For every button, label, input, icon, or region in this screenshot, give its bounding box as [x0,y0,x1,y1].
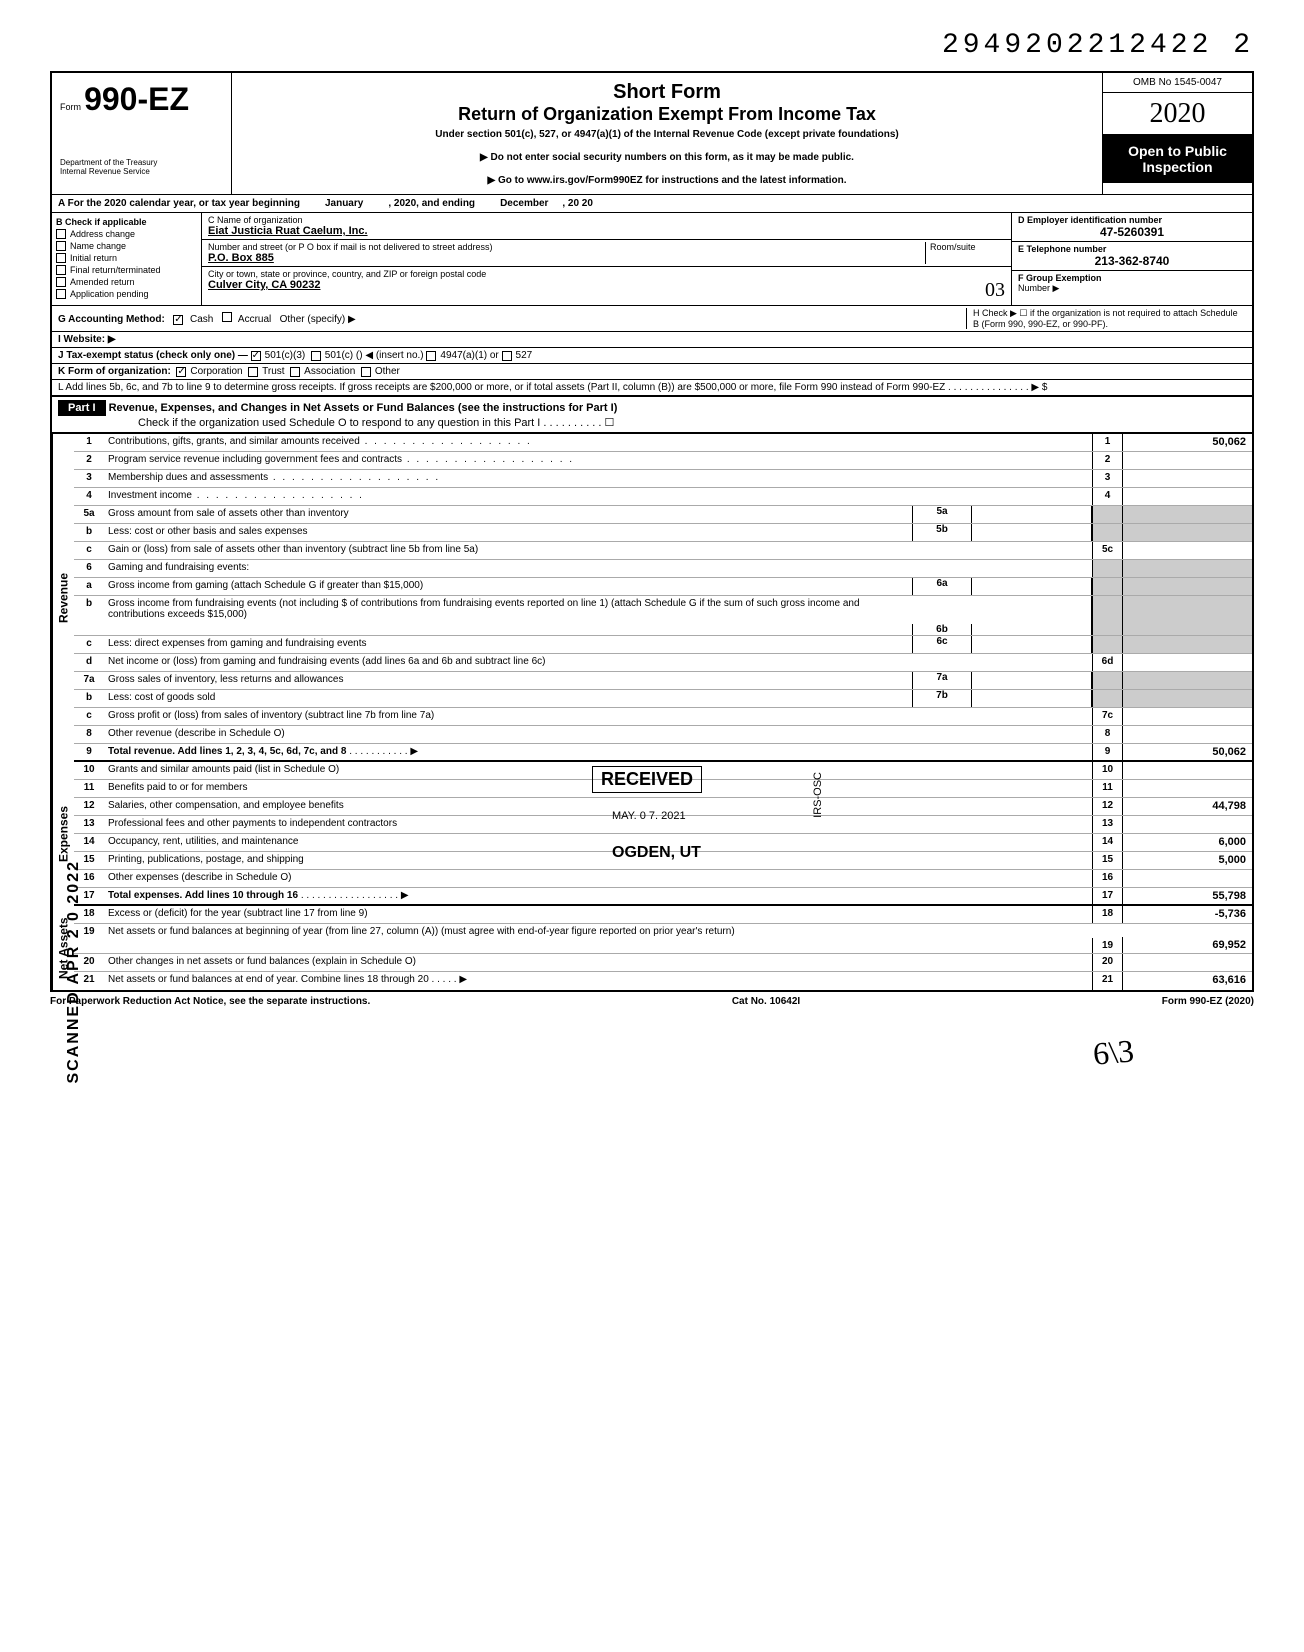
checkbox-corp[interactable] [176,367,186,377]
phone-label: E Telephone number [1018,244,1246,254]
checkbox-501c[interactable] [311,351,321,361]
checkbox-assoc[interactable] [290,367,300,377]
checkbox-501c3[interactable] [251,351,261,361]
form-header: Form 990-EZ Department of the Treasury I… [50,71,1254,194]
irs-osc-stamp: IRS-OSC [812,772,824,818]
received-stamp: RECEIVED [592,766,702,793]
checkbox-final[interactable] [56,265,66,275]
document-number: 2949202212422 2 [50,30,1254,61]
checkbox-name[interactable] [56,241,66,251]
checkbox-cash[interactable] [173,315,183,325]
group-exempt-label: F Group Exemption [1018,273,1102,283]
omb-number: OMB No 1545-0047 [1103,73,1252,93]
form-label: Form [60,102,81,112]
checkbox-527[interactable] [502,351,512,361]
website-label: I Website: ▶ [58,334,116,345]
phone-value: 213-362-8740 [1018,254,1246,268]
section-b-header: B Check if applicable [56,217,197,227]
instr2: ▶ Go to www.irs.gov/Form990EZ for instru… [240,175,1094,186]
checkbox-address[interactable] [56,229,66,239]
room-label: Room/suite [925,242,1005,264]
checkbox-initial[interactable] [56,253,66,263]
open-public: Open to Public Inspection [1103,135,1252,183]
info-grid: B Check if applicable Address change Nam… [50,213,1254,306]
subtitle: Under section 501(c), 527, or 4947(a)(1)… [240,129,1094,140]
form-number: 990-EZ [84,81,189,117]
year-row: A For the 2020 calendar year, or tax yea… [50,194,1254,213]
checkbox-other[interactable] [361,367,371,377]
checkbox-amended[interactable] [56,277,66,287]
handwritten-03: 03 [985,279,1005,302]
city-label: City or town, state or province, country… [208,269,1005,279]
stamp-ogden: OGDEN, UT [612,844,701,862]
misc-rows: G Accounting Method: Cash Accrual Other … [50,306,1254,397]
stamp-date: MAY. 0 7. 2021 [612,810,686,822]
revenue-label: Revenue [52,434,74,762]
checkbox-trust[interactable] [248,367,258,377]
section-l: L Add lines 5b, 6c, and 7b to line 9 to … [52,380,1252,395]
ein-value: 47-5260391 [1018,225,1246,239]
return-title: Return of Organization Exempt From Incom… [240,104,1094,125]
short-form-title: Short Form [240,81,1094,104]
city-value: Culver City, CA 90232 [208,279,321,302]
checkbox-accrual[interactable] [222,312,232,322]
group-number-label: Number ▶ [1018,283,1059,293]
checkbox-4947[interactable] [426,351,436,361]
part1-header: Part I Revenue, Expenses, and Changes in… [50,397,1254,434]
handwritten-note: 6\3 [1092,1032,1136,1072]
dept-label: Department of the Treasury Internal Reve… [60,158,223,176]
checkbox-pending[interactable] [56,289,66,299]
footer: For Paperwork Reduction Act Notice, see … [50,992,1254,1011]
section-h: H Check ▶ ☐ if the organization is not r… [966,308,1246,329]
instr1: ▶ Do not enter social security numbers o… [240,152,1094,163]
name-label: C Name of organization [208,215,1005,225]
street-value: P.O. Box 885 [208,252,925,264]
ein-label: D Employer identification number [1018,215,1246,225]
street-label: Number and street (or P O box if mail is… [208,242,925,252]
tax-year: 2020 [1103,93,1252,135]
org-name: Eiat Justicia Ruat Caelum, Inc. [208,225,1005,237]
